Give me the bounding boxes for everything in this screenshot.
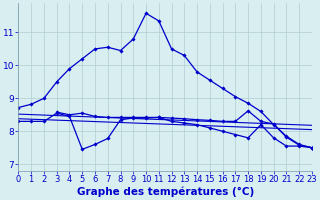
X-axis label: Graphe des températures (°C): Graphe des températures (°C) — [76, 187, 254, 197]
